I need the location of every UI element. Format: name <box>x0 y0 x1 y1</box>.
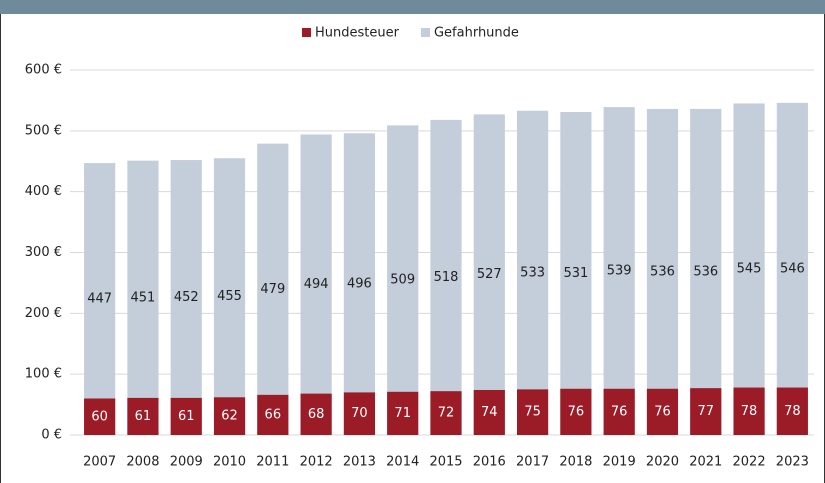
value-label: 451 <box>131 290 156 305</box>
bar <box>776 387 808 435</box>
y-tick-label: 300 € <box>25 245 62 260</box>
value-label: 68 <box>308 407 325 422</box>
bar <box>213 397 246 435</box>
value-label: 531 <box>563 266 588 281</box>
y-tick-label: 500 € <box>25 123 62 138</box>
value-label: 72 <box>438 406 455 421</box>
x-tick-label: 2018 <box>559 455 592 470</box>
bar <box>473 114 505 436</box>
value-label: 447 <box>87 292 112 307</box>
x-tick-label: 2011 <box>256 455 289 470</box>
x-tick-label: 2009 <box>170 455 203 470</box>
x-tick-label: 2021 <box>689 455 722 470</box>
bar <box>300 393 332 435</box>
value-label: 479 <box>260 282 285 297</box>
value-label: 76 <box>568 404 585 419</box>
x-tick-label: 2014 <box>386 455 419 470</box>
bar <box>257 394 289 435</box>
bar <box>560 388 592 435</box>
value-label: 77 <box>697 404 714 419</box>
bar <box>733 387 765 435</box>
x-tick-label: 2008 <box>126 455 159 470</box>
y-tick-label: 600 € <box>25 63 62 78</box>
bar <box>517 110 549 435</box>
value-label: 78 <box>741 404 758 419</box>
bar <box>170 397 202 435</box>
value-label: 509 <box>390 273 415 288</box>
top-banner <box>0 0 825 14</box>
value-label: 66 <box>265 407 282 422</box>
x-tick-label: 2010 <box>213 455 246 470</box>
bar <box>690 108 722 435</box>
bar <box>690 388 722 435</box>
x-tick-label: 2016 <box>473 455 506 470</box>
bar <box>387 391 419 435</box>
value-label: 539 <box>607 264 632 279</box>
bar <box>257 143 289 435</box>
bar <box>430 119 462 435</box>
x-tick-label: 2013 <box>343 455 376 470</box>
bar <box>300 134 332 435</box>
legend-label: Gefahrhunde <box>434 26 519 41</box>
legend-swatch <box>420 28 430 37</box>
bar <box>127 397 159 435</box>
x-tick-label: 2007 <box>83 455 116 470</box>
bar <box>84 163 116 435</box>
bar <box>646 108 679 435</box>
x-tick-label: 2019 <box>603 455 636 470</box>
bar <box>127 160 159 435</box>
y-tick-label: 400 € <box>25 184 62 199</box>
bar <box>430 391 462 435</box>
legend-swatch <box>302 28 311 37</box>
value-label: 61 <box>178 409 195 424</box>
x-tick-label: 2023 <box>776 455 809 470</box>
bar <box>213 158 246 436</box>
value-label: 452 <box>174 290 199 305</box>
value-label: 455 <box>217 289 242 304</box>
y-tick-label: 0 € <box>41 428 62 443</box>
value-label: 494 <box>304 277 329 292</box>
value-label: 536 <box>693 264 718 279</box>
value-label: 545 <box>737 262 762 277</box>
bar <box>517 389 549 435</box>
value-label: 546 <box>780 261 805 276</box>
y-tick-label: 100 € <box>25 367 62 382</box>
bar <box>84 398 116 435</box>
x-tick-label: 2017 <box>516 455 549 470</box>
value-label: 60 <box>91 409 108 424</box>
x-tick-label: 2012 <box>300 455 333 470</box>
bar <box>473 389 505 435</box>
bar <box>603 107 635 435</box>
y-tick-label: 200 € <box>25 306 62 321</box>
value-label: 75 <box>524 405 541 420</box>
value-label: 533 <box>520 265 545 280</box>
value-label: 71 <box>394 406 411 421</box>
bar <box>387 125 419 435</box>
value-label: 518 <box>434 270 459 285</box>
value-label: 527 <box>477 267 502 282</box>
bar <box>343 392 375 435</box>
x-tick-label: 2022 <box>733 455 766 470</box>
value-label: 74 <box>481 405 498 420</box>
value-label: 496 <box>347 277 372 292</box>
bar <box>733 103 765 435</box>
bar <box>646 388 679 435</box>
bar <box>170 160 202 436</box>
value-label: 76 <box>654 404 671 419</box>
bar <box>343 133 375 435</box>
bar <box>776 102 808 435</box>
value-label: 61 <box>135 409 152 424</box>
value-label: 78 <box>784 404 801 419</box>
value-label: 70 <box>351 406 368 421</box>
bar <box>603 388 635 435</box>
legend-label: Hundesteuer <box>315 26 400 41</box>
x-tick-label: 2020 <box>646 455 679 470</box>
x-tick-label: 2015 <box>429 455 462 470</box>
value-label: 76 <box>611 404 628 419</box>
bar <box>560 111 592 435</box>
value-label: 62 <box>221 409 238 424</box>
value-label: 536 <box>650 264 675 279</box>
